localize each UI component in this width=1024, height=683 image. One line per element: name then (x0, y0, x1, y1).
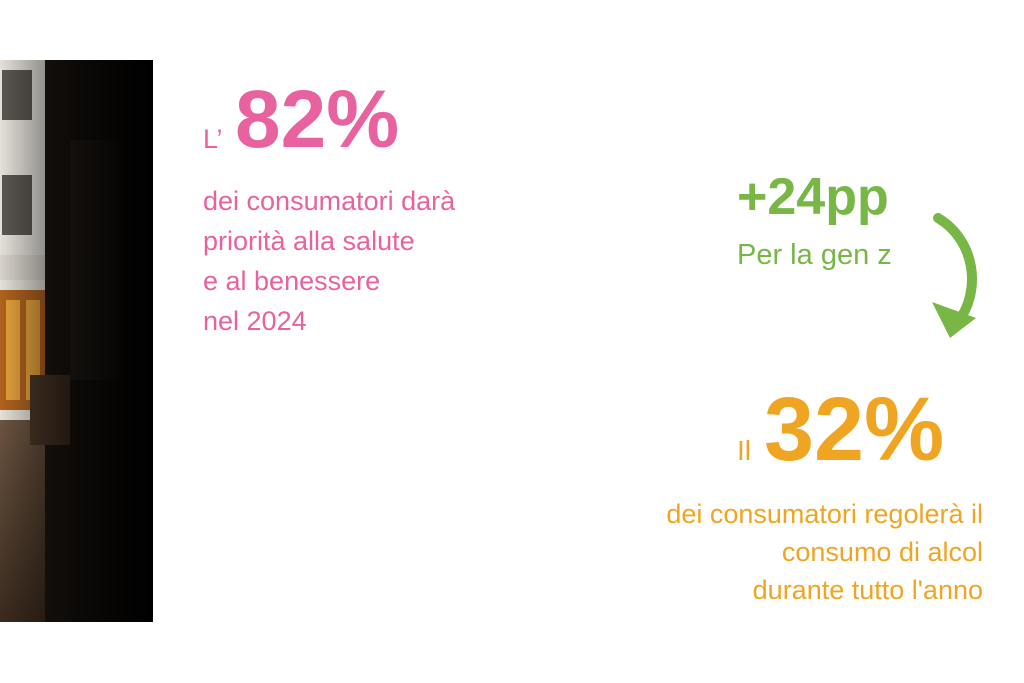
description-line: nel 2024 (203, 306, 307, 336)
stat-prefix: L’ (203, 124, 223, 154)
description-line: durante tutto l'anno (753, 575, 983, 605)
highlight-value: +24pp (737, 168, 889, 226)
stat-value: 82% (235, 74, 399, 165)
cafe-photo (0, 60, 153, 622)
description-line: e al benessere (203, 266, 380, 296)
highlight-label: Per la gen z (737, 239, 892, 271)
stat-prefix: Il (737, 435, 751, 466)
stat-description: dei consumatori darà priorità alla salut… (203, 186, 456, 336)
description-line: priorità alla salute (203, 226, 415, 256)
description-line: dei consumatori regolerà il (666, 499, 983, 529)
description-line: consumo di alcol (782, 537, 983, 567)
stat-value: 32% (764, 380, 944, 480)
arrow (932, 213, 977, 338)
stat-description: dei consumatori regolerà il consumo di a… (666, 499, 983, 605)
description-line: dei consumatori darà (203, 186, 456, 216)
